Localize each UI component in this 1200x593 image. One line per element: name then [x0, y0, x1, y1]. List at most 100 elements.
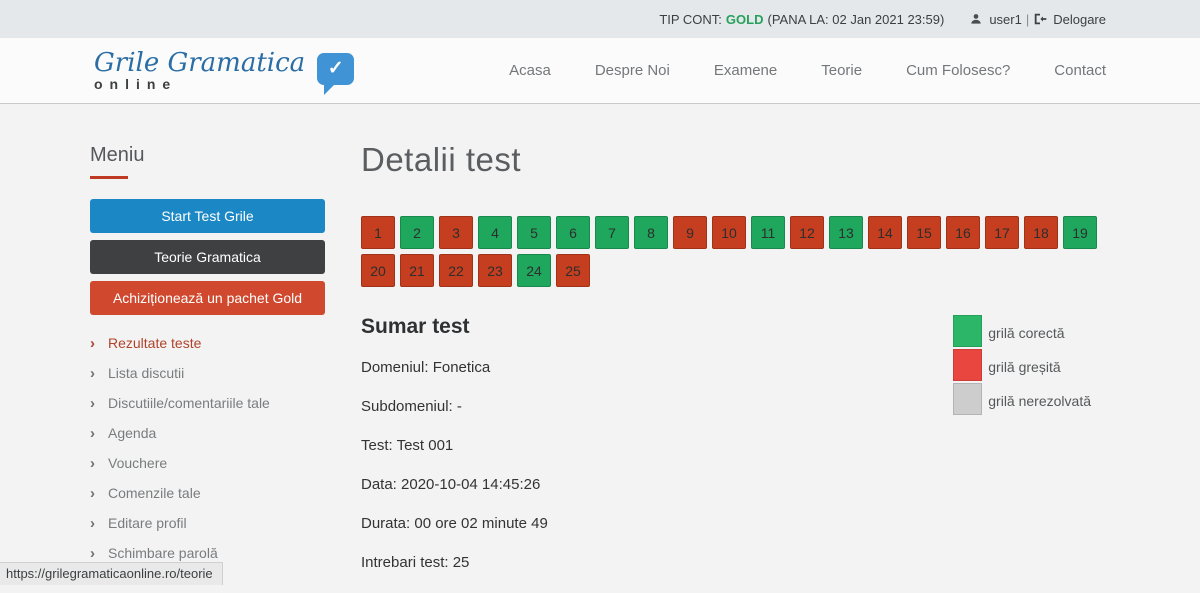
account-expiry: (PANA LA: 02 Jan 2021 23:59) — [767, 11, 945, 27]
sidebar-item-label: Schimbare parolă — [108, 545, 218, 561]
legend-row: grilă corectă — [953, 315, 1091, 349]
question-box-17[interactable]: 17 — [985, 216, 1019, 249]
question-result-grid: 1 2 3 4 5 6 7 8 9 10 11 12 13 14 15 16 17 18 19 20 21 22 23 24 2… — [361, 216, 1111, 287]
question-box-19[interactable]: 19 — [1063, 216, 1097, 249]
nav-item-cum-folosesc[interactable]: Cum Folosesc? — [906, 62, 1011, 79]
sidebar-item-editare-profil[interactable]: › Editare profil — [90, 508, 325, 538]
legend-label: grilă greșită — [988, 359, 1061, 375]
chevron-right-icon: › — [90, 425, 95, 442]
user-icon — [970, 13, 982, 25]
sidebar-button-start-test-grile[interactable]: Start Test Grile — [90, 199, 325, 233]
top-account-bar: TIP CONT: GOLD (PANA LA: 02 Jan 2021 23:… — [0, 0, 1200, 38]
sidebar-item-schimbare-parola[interactable]: › Schimbare parolă — [90, 538, 325, 568]
logout-button[interactable]: Delogare — [1033, 12, 1106, 27]
question-box-2[interactable]: 2 — [400, 216, 434, 249]
sidebar-item-rezultate-teste[interactable]: › Rezultate teste — [90, 328, 325, 358]
question-box-16[interactable]: 16 — [946, 216, 980, 249]
legend-row: grilă nerezolvată — [953, 383, 1091, 417]
question-box-10[interactable]: 10 — [712, 216, 746, 249]
account-type-value: GOLD — [725, 11, 764, 27]
chevron-right-icon: › — [90, 455, 95, 472]
chevron-right-icon: › — [90, 365, 95, 382]
summary-row: Test: Test 001 — [361, 437, 454, 454]
legend-swatch — [953, 383, 983, 415]
sidebar-buttons: Start Test Grile Teorie Gramatica Achiziți… — [90, 199, 325, 315]
account-info: TIP CONT: GOLD (PANA LA: 02 Jan 2021 23:… — [659, 12, 944, 27]
nav-item-teorie[interactable]: Teorie — [821, 62, 863, 79]
site-logo[interactable]: Grile Gramatica online ✓ — [94, 48, 355, 95]
question-box-4[interactable]: 4 — [478, 216, 512, 249]
page-title: Detalii test — [361, 141, 522, 178]
checkmark-bubble-icon: ✓ — [317, 52, 355, 95]
question-box-1[interactable]: 1 — [361, 216, 395, 249]
question-box-21[interactable]: 21 — [400, 254, 434, 287]
logout-icon — [1033, 13, 1047, 25]
legend: grilă corectă grilă greșită grilă nerezo… — [953, 315, 1091, 593]
summary-row: Subdomeniul: - — [361, 398, 462, 415]
question-box-22[interactable]: 22 — [439, 254, 473, 287]
summary-section: Sumar test Domeniul: Fonetica Subdomeniul… — [361, 315, 1111, 593]
sidebar-item-agenda[interactable]: › Agenda — [90, 418, 325, 448]
link-status-tooltip: https://grilegramaticaonline.ro/teorie — [0, 562, 223, 585]
legend-row: grilă greșită — [953, 349, 1091, 383]
sidebar-item-label: Vouchere — [108, 455, 168, 471]
sidebar-item-label: Lista discutii — [108, 365, 185, 381]
summary-row: Data: 2020-10-04 14:45:26 — [361, 476, 541, 493]
nav-item-examene[interactable]: Examene — [713, 62, 778, 79]
chevron-right-icon: › — [90, 545, 95, 562]
sidebar-item-label: Editare profil — [108, 515, 187, 531]
question-box-20[interactable]: 20 — [361, 254, 395, 287]
legend-label: grilă corectă — [988, 325, 1065, 341]
sidebar-item-label: Comenzile tale — [108, 485, 201, 501]
sidebar-item-vouchere[interactable]: › Vouchere — [90, 448, 325, 478]
summary-row: Durata: 00 ore 02 minute 49 — [361, 515, 548, 532]
chevron-right-icon: › — [90, 515, 95, 532]
question-box-7[interactable]: 7 — [595, 216, 629, 249]
nav-item-acasa[interactable]: Acasa — [509, 62, 551, 79]
question-box-13[interactable]: 13 — [829, 216, 863, 249]
legend-swatch — [953, 315, 983, 347]
sidebar-button-teorie-gramatica[interactable]: Teorie Gramatica — [90, 240, 325, 274]
sidebar-item-label: Agenda — [108, 425, 157, 441]
sidebar-title: Meniu — [90, 144, 145, 166]
sidebar-item-discutiile-comentariile-tale[interactable]: › Discutiile/comentariile tale — [90, 388, 325, 418]
username: user1 — [989, 11, 1022, 27]
site-header: Grile Gramatica online ✓ Acasa Despre Noi… — [0, 38, 1200, 104]
legend-label: grilă nerezolvată — [988, 393, 1091, 409]
chevron-right-icon: › — [90, 395, 95, 412]
logo-title: Grile Gramatica — [94, 48, 306, 78]
question-box-9[interactable]: 9 — [673, 216, 707, 249]
sidebar-item-label: Rezultate teste — [108, 335, 202, 351]
logo-subtitle: online — [94, 76, 178, 92]
nav-item-contact[interactable]: Contact — [1054, 62, 1106, 79]
question-box-18[interactable]: 18 — [1024, 216, 1058, 249]
sidebar-button-achizitioneaza-un-pachet-gold[interactable]: Achiziționează un pachet Gold — [90, 281, 325, 315]
sidebar-item-label: Discutiile/comentariile tale — [108, 395, 270, 411]
question-box-3[interactable]: 3 — [439, 216, 473, 249]
summary-title: Sumar test — [361, 315, 470, 338]
page-content: Meniu Start Test Grile Teorie Gramatica Ac… — [0, 104, 1200, 593]
question-box-24[interactable]: 24 — [517, 254, 551, 287]
question-box-15[interactable]: 15 — [907, 216, 941, 249]
question-box-5[interactable]: 5 — [517, 216, 551, 249]
main-panel: Detalii test 1 2 3 4 5 6 7 8 9 10 11 12 13 14 15 16 17 18… — [361, 104, 1111, 593]
user-menu[interactable]: user1 — [970, 12, 1022, 27]
legend-swatch — [953, 349, 983, 381]
question-box-12[interactable]: 12 — [790, 216, 824, 249]
sidebar-menu: › Rezultate teste › Lista discutii › Dis… — [90, 328, 325, 568]
sidebar: Meniu Start Test Grile Teorie Gramatica Ac… — [90, 104, 325, 593]
question-box-6[interactable]: 6 — [556, 216, 590, 249]
question-box-8[interactable]: 8 — [634, 216, 668, 249]
topbar-separator: | — [1025, 11, 1030, 27]
nav-item-despre-noi[interactable]: Despre Noi — [594, 62, 670, 79]
question-box-11[interactable]: 11 — [751, 216, 785, 249]
question-box-14[interactable]: 14 — [868, 216, 902, 249]
summary-row: Intrebari test: 25 — [361, 554, 470, 571]
sidebar-title-underline — [90, 176, 128, 179]
chevron-right-icon: › — [90, 485, 95, 502]
sidebar-item-comenzile-tale[interactable]: › Comenzile tale — [90, 478, 325, 508]
chevron-right-icon: › — [90, 335, 95, 352]
sidebar-item-lista-discutii[interactable]: › Lista discutii — [90, 358, 325, 388]
question-box-25[interactable]: 25 — [556, 254, 590, 287]
question-box-23[interactable]: 23 — [478, 254, 512, 287]
